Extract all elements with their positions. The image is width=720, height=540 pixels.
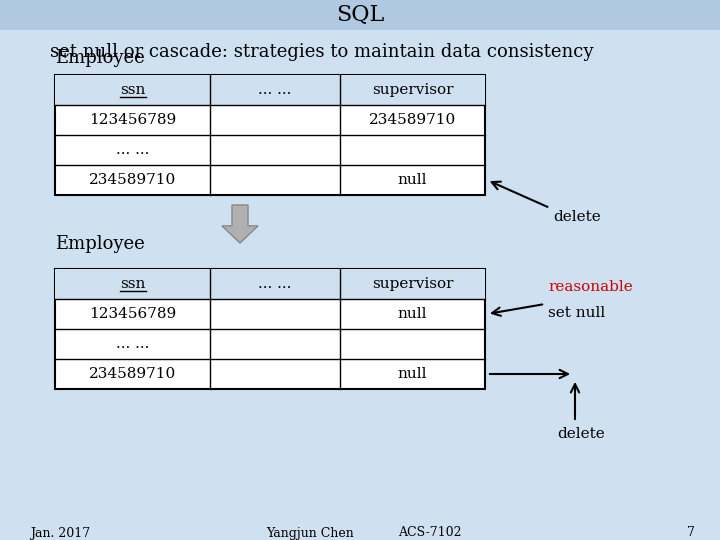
Text: SQL: SQL: [336, 4, 384, 26]
Bar: [0, 0, 720, 30]
Text: delete: delete: [557, 427, 605, 441]
Text: ssn: ssn: [120, 83, 145, 97]
Text: null: null: [397, 367, 427, 381]
Text: 234589710: 234589710: [369, 113, 456, 127]
Text: Employee: Employee: [55, 235, 145, 253]
Text: 7: 7: [687, 526, 695, 539]
Text: ACS-7102: ACS-7102: [398, 526, 462, 539]
Text: null: null: [397, 173, 427, 187]
Text: ... ...: ... ...: [258, 277, 292, 291]
Text: Employee: Employee: [55, 49, 145, 67]
Bar: [55, 75, 485, 195]
Text: 234589710: 234589710: [89, 367, 176, 381]
Text: ... ...: ... ...: [116, 337, 149, 351]
Text: ssn: ssn: [120, 277, 145, 291]
Bar: [55, 269, 485, 299]
Text: delete: delete: [553, 210, 600, 224]
Text: ... ...: ... ...: [258, 83, 292, 97]
Bar: [55, 269, 485, 389]
Text: supervisor: supervisor: [372, 277, 454, 291]
Text: 234589710: 234589710: [89, 173, 176, 187]
Text: Jan. 2017: Jan. 2017: [30, 526, 90, 539]
Text: 123456789: 123456789: [89, 113, 176, 127]
Text: reasonable: reasonable: [548, 280, 633, 294]
Text: ... ...: ... ...: [116, 143, 149, 157]
Text: 123456789: 123456789: [89, 307, 176, 321]
Text: Yangjun Chen: Yangjun Chen: [266, 526, 354, 539]
Text: null: null: [397, 307, 427, 321]
Text: supervisor: supervisor: [372, 83, 454, 97]
Text: set null: set null: [548, 306, 606, 320]
Polygon shape: [222, 205, 258, 243]
Text: set null or cascade: strategies to maintain data consistency: set null or cascade: strategies to maint…: [50, 43, 593, 61]
Bar: [55, 75, 485, 105]
